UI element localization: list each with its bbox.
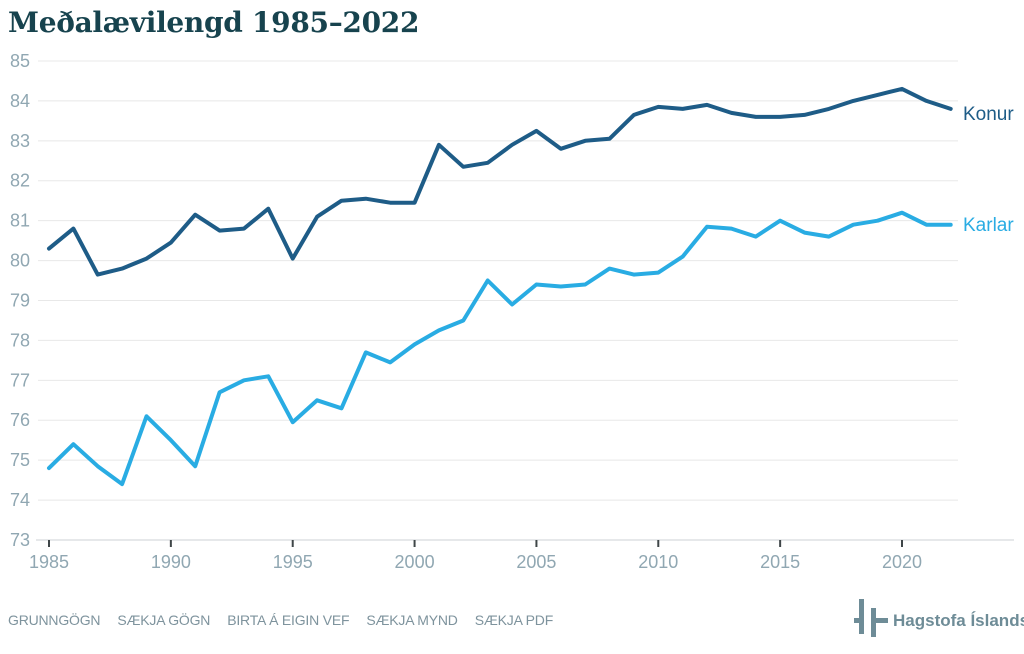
y-axis-label: 74 [10,490,30,510]
series-line-karlar[interactable] [47,210,953,487]
y-axis-label: 80 [10,251,30,271]
footer-link-saekja-pdf[interactable]: SÆKJA PDF [474,612,554,628]
x-axis-label: 1990 [151,552,191,572]
footer-link-saekja-mynd[interactable]: SÆKJA MYND [366,612,458,628]
x-axis-label: 2020 [882,552,922,572]
chart-title: Meðalævilengd 1985–2022 [8,6,420,39]
x-axis-label: 2000 [395,552,435,572]
series-label-konur: Konur [963,104,1014,125]
logo-stub-right [876,618,888,623]
brand-name: Hagstofa Íslands [893,611,1024,630]
y-axis-label: 83 [10,131,30,151]
chart-canvas: 73 74 75 76 77 78 79 80 81 82 83 84 85 1985 1990 1995 20… [10,51,1014,572]
series-label-karlar: Karlar [963,215,1014,236]
hagstofa-logo-icon [852,596,892,640]
logo-bar-right [871,608,876,637]
footer-link-grunngogn[interactable]: GRUNNGÖGN [8,612,101,628]
x-axis-label: 2015 [760,552,800,572]
logo-stub-left [854,618,859,623]
x-axis-label: 1995 [273,552,313,572]
footer-toolbar: GRUNNGÖGN SÆKJA GÖGN BIRTA Á EIGIN VEF S… [8,612,553,628]
hagstofa-brand[interactable]: Hagstofa Íslands [852,596,1024,640]
y-axis-label: 75 [10,450,30,470]
x-axis-label: 2010 [638,552,678,572]
footer-link-saekja-gogn[interactable]: SÆKJA GÖGN [117,612,211,628]
y-axis-label: 78 [10,330,30,350]
y-axis-label: 73 [10,530,30,550]
gridlines: 73 74 75 76 77 78 79 80 81 82 83 84 85 [10,51,1014,550]
x-axis-label: 1985 [29,552,69,572]
y-axis-label: 84 [10,91,30,111]
y-axis-label: 76 [10,410,30,430]
logo-bar-left [859,599,864,634]
footer-link-birta-a-eigin-vef[interactable]: BIRTA Á EIGIN VEF [227,612,350,628]
y-axis-label: 82 [10,171,30,191]
series-line-konur[interactable] [47,86,953,277]
y-axis-label: 81 [10,211,30,231]
line-chart: 73 74 75 76 77 78 79 80 81 82 83 84 85 1985 1990 1995 20… [10,51,1014,572]
x-axis: 1985 1990 1995 2000 2005 2010 2015 2020 [29,540,922,572]
y-axis-label: 77 [10,370,30,390]
x-axis-label: 2005 [516,552,556,572]
y-axis-label: 79 [10,290,30,310]
y-axis-label: 85 [10,51,30,71]
